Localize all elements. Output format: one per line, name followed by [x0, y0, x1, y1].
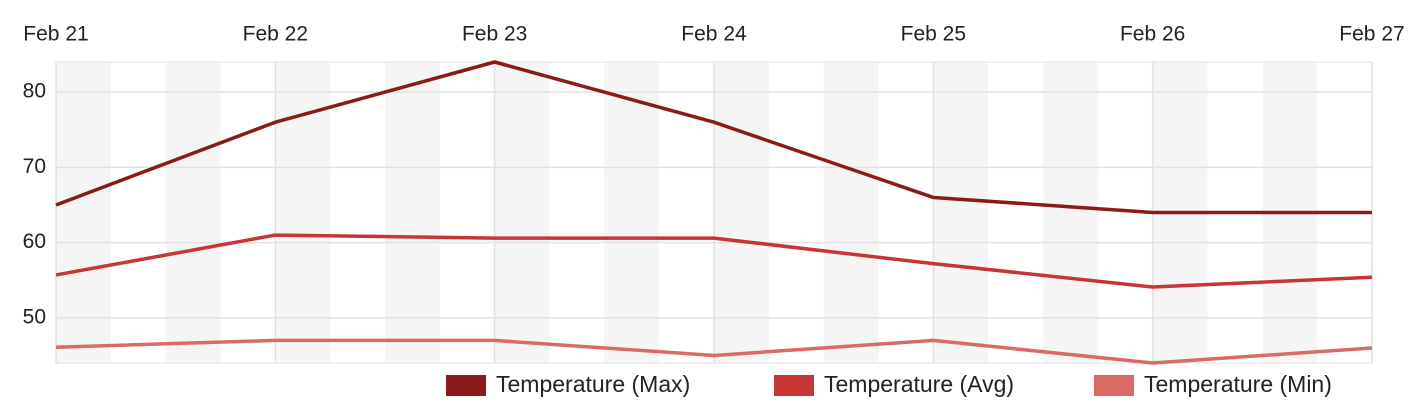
stripe	[56, 62, 111, 363]
x-tick-label: Feb 27	[1339, 23, 1404, 46]
legend-label: Temperature (Min)	[1144, 371, 1332, 397]
legend-label: Temperature (Avg)	[824, 371, 1014, 397]
series-line	[55, 60, 1372, 215]
x-tick-label: Feb 23	[462, 23, 527, 46]
stripe	[494, 62, 550, 363]
y-tick-label: 80	[23, 80, 46, 103]
legend-swatch	[446, 375, 486, 396]
stripe	[933, 62, 989, 363]
series-line	[55, 233, 1373, 289]
x-tick-label: Feb 26	[1120, 23, 1185, 46]
series-lines	[55, 60, 1373, 365]
x-tick-label: Feb 25	[901, 23, 966, 46]
stripe	[385, 62, 440, 363]
stripe	[165, 62, 221, 363]
legend: Temperature (Max) Temperature (Avg) Temper…	[446, 371, 1332, 397]
legend-label: Temperature (Max)	[496, 371, 690, 397]
x-tick-label: Feb 24	[681, 23, 747, 46]
stripe	[275, 62, 331, 363]
legend-item: Temperature (Avg)	[774, 371, 1014, 397]
series-line	[55, 338, 1373, 365]
x-tick-label: Feb 21	[23, 23, 88, 46]
legend-item: Temperature (Min)	[1094, 371, 1332, 397]
legend-item: Temperature (Max)	[446, 371, 690, 397]
stripe	[604, 62, 660, 363]
x-tick-label: Feb 22	[243, 23, 308, 46]
y-tick-label: 60	[23, 230, 46, 253]
stripe	[1043, 62, 1098, 363]
stripe	[714, 62, 769, 363]
labels: 50 60 70 80 Feb 21 Feb 22 Feb 23 Feb 24 Feb 25 Fe…	[23, 23, 1405, 329]
y-tick-label: 50	[23, 305, 46, 328]
y-tick-label: 70	[23, 155, 46, 178]
legend-swatch	[774, 375, 814, 396]
plot-background	[55, 61, 1373, 364]
legend-swatch	[1094, 375, 1134, 396]
stripe	[823, 62, 879, 363]
